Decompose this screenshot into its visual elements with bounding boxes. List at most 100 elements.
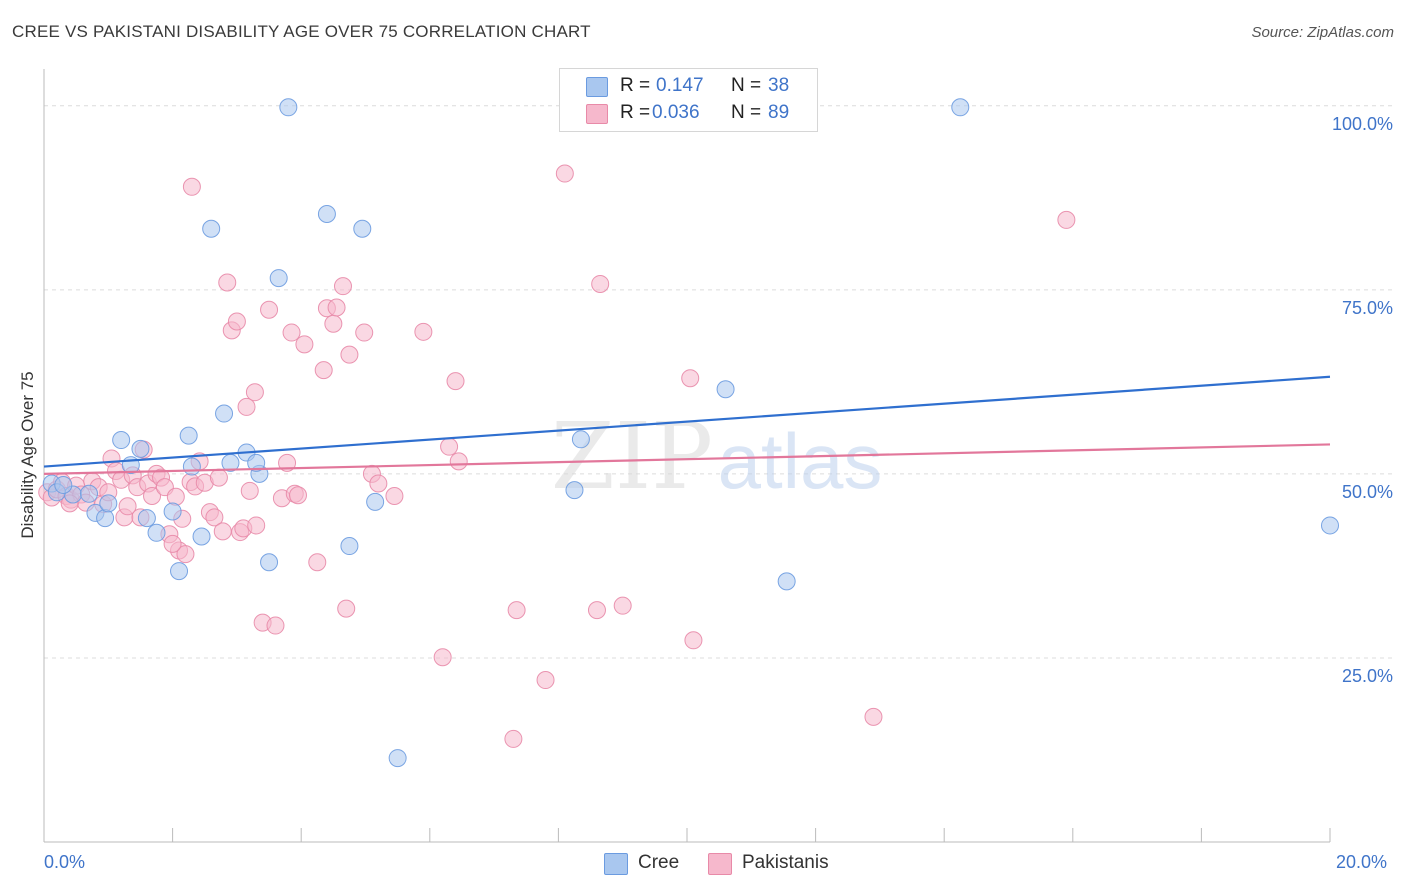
pakistanis-point	[613, 596, 632, 615]
pakistanis-point	[278, 453, 297, 472]
cree-point	[247, 453, 266, 472]
cree-point	[137, 509, 156, 528]
legend-r-value: 0.147	[656, 75, 704, 96]
cree-point	[951, 98, 970, 117]
y-tick-label: 100.0%	[1332, 114, 1393, 134]
pakistanis-point	[433, 648, 452, 667]
chart-title: CREE VS PAKISTANI DISABILITY AGE OVER 75…	[12, 22, 591, 41]
pakistanis-point	[587, 601, 606, 620]
y-tick-label: 50.0%	[1342, 482, 1393, 502]
bottom-legend-label-cree: Cree	[638, 852, 680, 873]
pakistanis-point	[681, 369, 700, 388]
pakistanis-point	[247, 516, 266, 535]
cree-point	[147, 523, 166, 542]
pakistanis-point	[205, 508, 224, 527]
correlation-legend: R = 0.147 N = 38 R = 0.036 N = 89	[559, 68, 818, 132]
cree-trend-line	[43, 375, 1331, 468]
legend-n-value: 89	[768, 102, 790, 123]
pakistanis-point	[295, 335, 314, 354]
pakistanis-point	[240, 481, 259, 500]
pakistanis-point	[260, 300, 279, 319]
legend-swatch-cree	[586, 77, 608, 97]
cree-point	[716, 380, 735, 399]
pakistanis-point	[684, 631, 703, 650]
legend-n-label: N =	[731, 102, 762, 123]
bottom-legend-swatch-cree	[604, 853, 628, 875]
cree-point	[317, 205, 336, 224]
pakistanis-point	[864, 707, 883, 726]
pakistanis-point	[1057, 210, 1076, 229]
grid-lines	[44, 105, 1392, 659]
y-axis-label: Disability Age Over 75	[18, 371, 37, 539]
pakistanis-point	[414, 322, 433, 341]
pakistanis-trend-line	[43, 443, 1331, 476]
pakistanis-point	[324, 314, 343, 333]
cree-point	[54, 475, 73, 494]
pakistanis-point	[591, 274, 610, 293]
y-tick-label: 75.0%	[1342, 298, 1393, 318]
pakistanis-point	[182, 177, 201, 196]
cree-point	[340, 537, 359, 556]
pakistanis-point	[333, 277, 352, 296]
cree-point	[353, 219, 372, 238]
pakistanis-point	[237, 397, 256, 416]
cree-point	[131, 439, 150, 458]
pakistanis-point	[536, 671, 555, 690]
bottom-legend-label-pakistanis: Pakistanis	[742, 852, 829, 873]
cree-point	[215, 404, 234, 423]
pakistanis-point	[266, 616, 285, 635]
x-max-label: 20.0%	[1336, 852, 1388, 872]
pakistanis-point	[440, 437, 459, 456]
pakistanis-point	[245, 383, 264, 402]
cree-point	[269, 269, 288, 288]
cree-point	[96, 509, 115, 528]
watermark-text: atlas	[718, 417, 883, 505]
pakistanis-point	[504, 729, 523, 748]
pakistanis-point	[337, 599, 356, 618]
legend-r-value: 0.036	[652, 102, 700, 123]
data-points	[38, 98, 1339, 768]
pakistanis-point	[176, 545, 195, 564]
y-tick-labels: 25.0% 50.0% 75.0% 100.0%	[1332, 114, 1393, 686]
cree-point	[202, 219, 221, 238]
cree-point	[99, 494, 118, 513]
legend-swatch-pakistanis	[586, 104, 608, 124]
cree-point	[192, 527, 211, 546]
pakistanis-point	[163, 534, 182, 553]
pakistanis-point	[314, 361, 333, 380]
cree-point	[571, 430, 590, 449]
watermark: ZIP atlas	[551, 403, 882, 510]
cree-point	[777, 572, 796, 591]
pakistanis-point	[209, 468, 228, 487]
pakistanis-point	[308, 553, 327, 572]
cree-point	[260, 553, 279, 572]
legend-r-label: R =	[620, 102, 651, 123]
cree-point	[80, 484, 99, 503]
legend-r-label: R =	[620, 75, 651, 96]
pakistanis-point	[369, 474, 388, 493]
pakistanis-point	[227, 312, 246, 331]
pakistanis-point	[218, 273, 237, 292]
cree-point	[565, 481, 584, 500]
legend-n-value: 38	[768, 75, 790, 96]
cree-point	[182, 457, 201, 476]
pakistanis-point	[385, 486, 404, 505]
pakistanis-point	[355, 323, 374, 342]
legend-n-label: N =	[731, 75, 762, 96]
x-min-label: 0.0%	[44, 852, 86, 872]
cree-point	[163, 502, 182, 521]
cree-point	[279, 98, 298, 117]
pakistanis-point	[166, 487, 185, 506]
pakistanis-point	[446, 372, 465, 391]
pakistanis-point	[288, 486, 307, 505]
pakistanis-point	[213, 522, 232, 541]
pakistanis-point	[449, 452, 468, 471]
pakistanis-point	[143, 486, 162, 505]
cree-point	[366, 492, 385, 511]
source-credit: Source: ZipAtlas.com	[1251, 24, 1394, 41]
cree-point	[170, 562, 189, 581]
cree-point	[179, 426, 198, 445]
cree-point	[112, 431, 131, 450]
pakistanis-point	[118, 497, 137, 516]
